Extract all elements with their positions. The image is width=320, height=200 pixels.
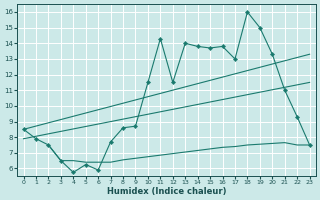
X-axis label: Humidex (Indice chaleur): Humidex (Indice chaleur) xyxy=(107,187,226,196)
